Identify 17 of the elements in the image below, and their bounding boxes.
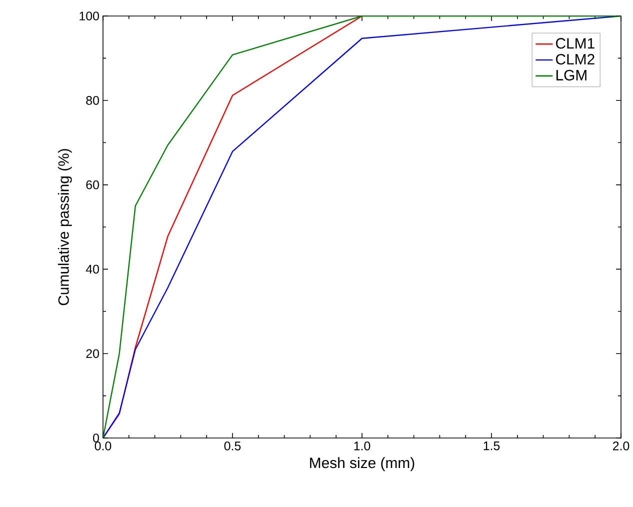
x-axis-title: Mesh size (mm) [310,457,414,472]
legend-label: CLM2 [556,54,594,65]
y-tick-label: 80 [86,96,99,105]
x-tick-label: 1.0 [354,442,370,450]
y-tick-label: 0 [93,434,99,442]
y-axis-title: Cumulative passing (%) [58,149,72,306]
x-tick-label: 1.5 [484,442,500,450]
y-tick-label: 60 [86,180,99,190]
y-tick-label: 100 [80,12,99,20]
y-tick-label: 20 [86,349,99,358]
x-tick-label: 0.5 [224,442,241,450]
legend-label: LGM [556,70,586,80]
x-tick-label: 2.0 [612,442,630,450]
x-tick-label: 0.0 [94,442,112,450]
line-series [103,16,622,438]
legend-label: CLM1 [556,38,594,49]
y-tick-label: 40 [86,264,99,274]
